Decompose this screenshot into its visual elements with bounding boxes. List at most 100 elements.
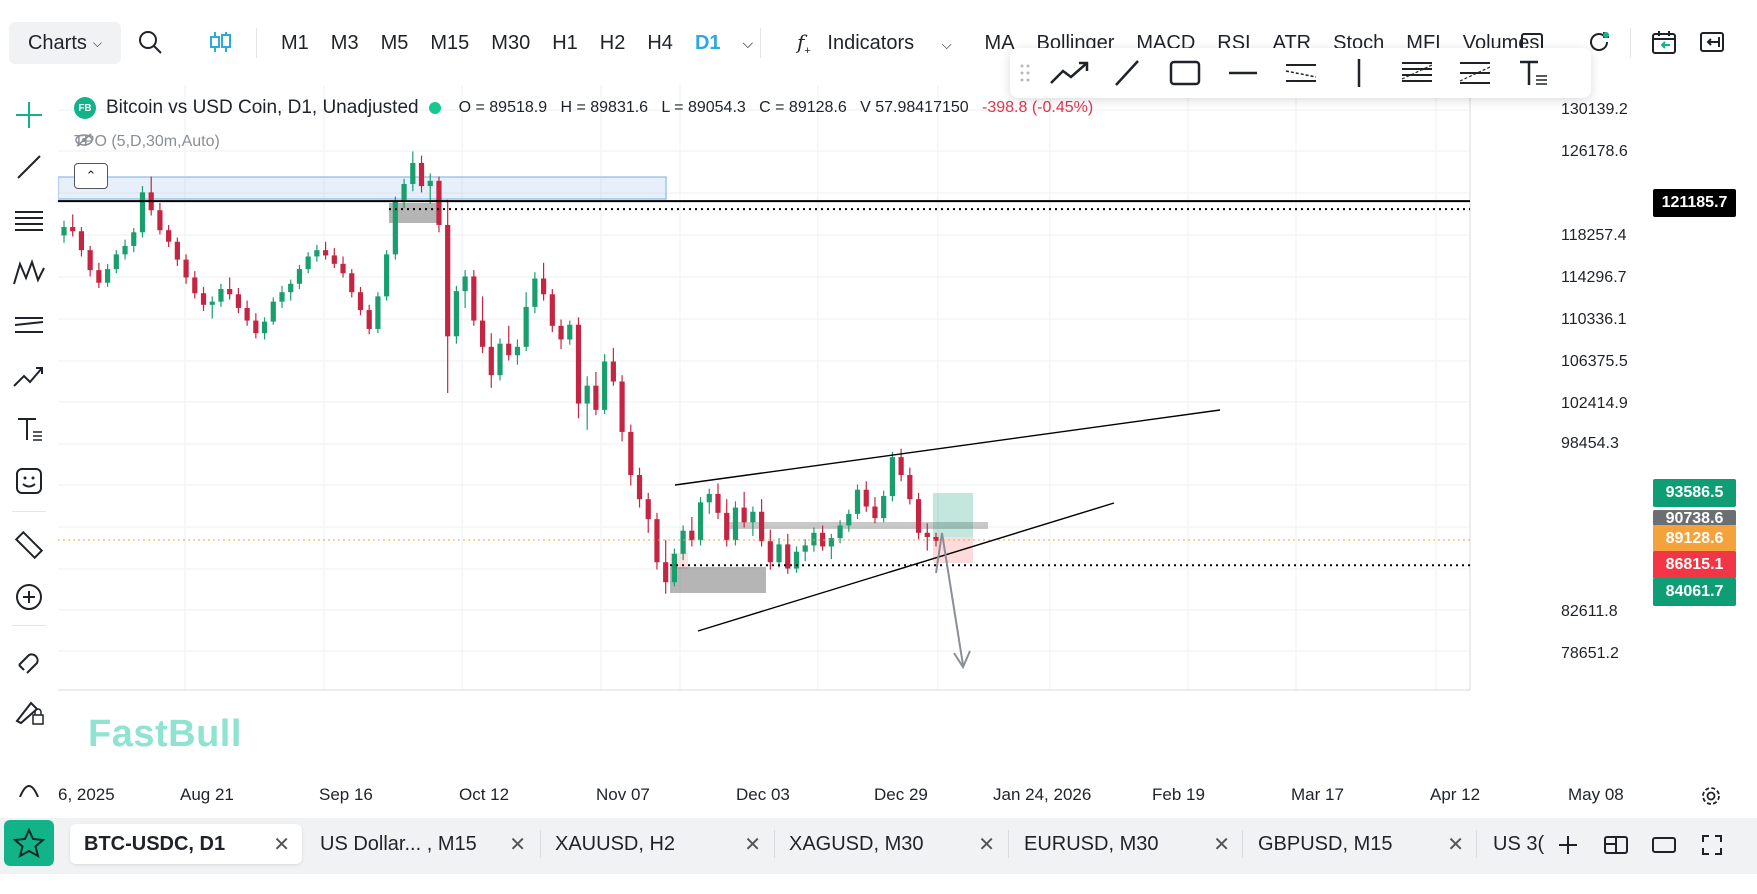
candle-type-icon[interactable] (204, 26, 236, 58)
fib-retracement-tool-icon[interactable] (9, 201, 49, 241)
take-profit-price-tag[interactable]: 93586.5 (1653, 479, 1736, 507)
time-axis-label: Nov 07 (596, 785, 650, 804)
candle-body (323, 250, 329, 256)
tab-gbpusd[interactable]: GBPUSD, M15 ✕ (1244, 824, 1476, 864)
resistance-price-tag[interactable]: 121185.7 (1653, 189, 1736, 217)
vertical-line-tool-icon[interactable] (1330, 48, 1388, 98)
timeframe-m1[interactable]: M1 (281, 31, 309, 54)
single-layout-icon[interactable] (1649, 830, 1679, 860)
timeframe-h1[interactable]: H1 (552, 31, 578, 54)
candle-body (375, 296, 381, 329)
fastbull-badge: FB (74, 97, 96, 119)
trend-channel-tool-icon[interactable] (1446, 48, 1504, 98)
drag-handle-icon[interactable] (1010, 48, 1040, 98)
take-profit-zone (933, 493, 973, 537)
ruler-measure-icon[interactable] (9, 525, 49, 565)
horizontal-line-tool-icon[interactable] (1214, 48, 1272, 98)
watchlist-star-button[interactable] (4, 820, 54, 866)
last-price-tag[interactable]: 89128.6 (1653, 525, 1736, 553)
fullscreen-icon[interactable] (1697, 830, 1727, 860)
candle-body (296, 269, 303, 284)
collapse-panel-icon[interactable] (1696, 26, 1728, 58)
search-icon[interactable] (134, 26, 166, 58)
add-tab-plus-icon[interactable] (1553, 830, 1583, 860)
chart-area[interactable]: FB Bitcoin vs USD Coin, D1, Unadjusted O… (58, 85, 1757, 820)
collapse-legend-button[interactable]: ⌃ (74, 163, 108, 189)
tpo-block (726, 522, 988, 529)
close-tab-icon[interactable]: ✕ (1213, 834, 1230, 856)
divider (540, 830, 541, 858)
zoom-in-icon[interactable] (9, 577, 49, 617)
text-annotation-tool-icon[interactable] (1504, 48, 1562, 98)
text-tool-icon[interactable] (9, 409, 49, 449)
candle-body (261, 321, 268, 334)
timeframe-m15[interactable]: M15 (430, 31, 470, 54)
forecast-tool-icon[interactable] (9, 357, 49, 397)
candle-body (706, 493, 712, 503)
close-tab-icon[interactable]: ✕ (273, 834, 290, 856)
ohlc-values: O = 89518.9 H = 89831.6 L = 89054.3 C = … (459, 99, 1094, 117)
divider (1476, 830, 1477, 858)
fib-levels-tool-icon[interactable] (1388, 48, 1446, 98)
channel-tool-icon[interactable] (9, 305, 49, 345)
candle-body (636, 475, 643, 500)
calendar-icon[interactable] (1648, 26, 1680, 58)
indicator-ma[interactable]: MA (984, 31, 1015, 54)
emoji-sticker-icon[interactable] (9, 461, 49, 501)
candle-body (314, 250, 320, 257)
crosshair-plus-icon[interactable] (9, 95, 49, 135)
candle-body (166, 230, 172, 242)
timeframe-h4[interactable]: H4 (647, 31, 673, 54)
tab-us30[interactable]: US 3( (1479, 824, 1545, 864)
stop-loss-price-tag[interactable]: 86815.1 (1653, 551, 1736, 579)
timeframe-d1[interactable]: D1 (694, 31, 721, 54)
candle-body (881, 496, 887, 519)
tpo-label[interactable]: TPO (5,D,30m,Auto) (74, 133, 220, 150)
candle-body (113, 254, 119, 270)
trend-line-tool-icon[interactable] (9, 147, 49, 187)
candle-body (663, 562, 669, 583)
candle-body (105, 269, 111, 283)
timeframe-h2[interactable]: H2 (599, 31, 626, 54)
more-tools-icon[interactable] (9, 775, 49, 797)
pattern-tool-icon[interactable] (9, 253, 49, 293)
tab-xagusd[interactable]: XAGUSD, M30 ✕ (775, 824, 1007, 864)
entry-price-tag[interactable]: 90738.6 (1653, 510, 1736, 526)
parallel-channel-tool-icon[interactable] (1272, 48, 1330, 98)
tab-label: BTC-USDC, D1 (84, 832, 226, 855)
price-chart-canvas[interactable] (58, 85, 1757, 820)
tab-xauusd[interactable]: XAUUSD, H2 ✕ (541, 824, 773, 864)
rectangle-tool-icon[interactable] (1156, 48, 1214, 98)
timeframe-m3[interactable]: M3 (330, 31, 359, 54)
charts-menu-button[interactable]: Charts ⌵ (9, 22, 121, 64)
tab-us-dollar[interactable]: US Dollar... , M15 ✕ (306, 824, 538, 864)
close-tab-icon[interactable]: ✕ (509, 834, 526, 856)
line-tool-icon[interactable] (1098, 48, 1156, 98)
time-axis-label: Oct 12 (459, 785, 510, 804)
close-tab-icon[interactable]: ✕ (744, 834, 761, 856)
candle-body (889, 457, 895, 497)
tab-btc-usdc[interactable]: BTC-USDC, D1 ✕ (70, 824, 302, 864)
timeframe-m5[interactable]: M5 (380, 31, 409, 54)
tab-eurusd[interactable]: EURUSD, M30 ✕ (1010, 824, 1242, 864)
symbol-title[interactable]: Bitcoin vs USD Coin, D1, Unadjusted (106, 97, 419, 118)
lock-drawings-icon[interactable] (9, 691, 49, 731)
timeframe-m30[interactable]: M30 (491, 31, 531, 54)
candle-body (174, 241, 180, 260)
refresh-icon[interactable] (1583, 26, 1615, 58)
candle-body (837, 525, 843, 539)
arrow-trend-tool-icon[interactable] (1040, 48, 1098, 98)
indicators-button[interactable]: f+ Indicators ⌵ (786, 30, 974, 57)
magnet-icon[interactable] (9, 639, 49, 679)
close-tab-icon[interactable]: ✕ (978, 834, 995, 856)
close-tab-icon[interactable]: ✕ (1447, 834, 1464, 856)
candle-body (645, 499, 651, 520)
split-layout-icon[interactable] (1601, 830, 1631, 860)
candle-body (227, 289, 233, 295)
support-price-tag[interactable]: 84061.7 (1653, 578, 1736, 606)
candle-body (793, 551, 800, 569)
candle-body (410, 162, 416, 184)
timeframe-more-chevron-icon[interactable]: ⌵ (742, 34, 754, 51)
candle-body (863, 489, 869, 507)
candle-body (418, 162, 425, 187)
